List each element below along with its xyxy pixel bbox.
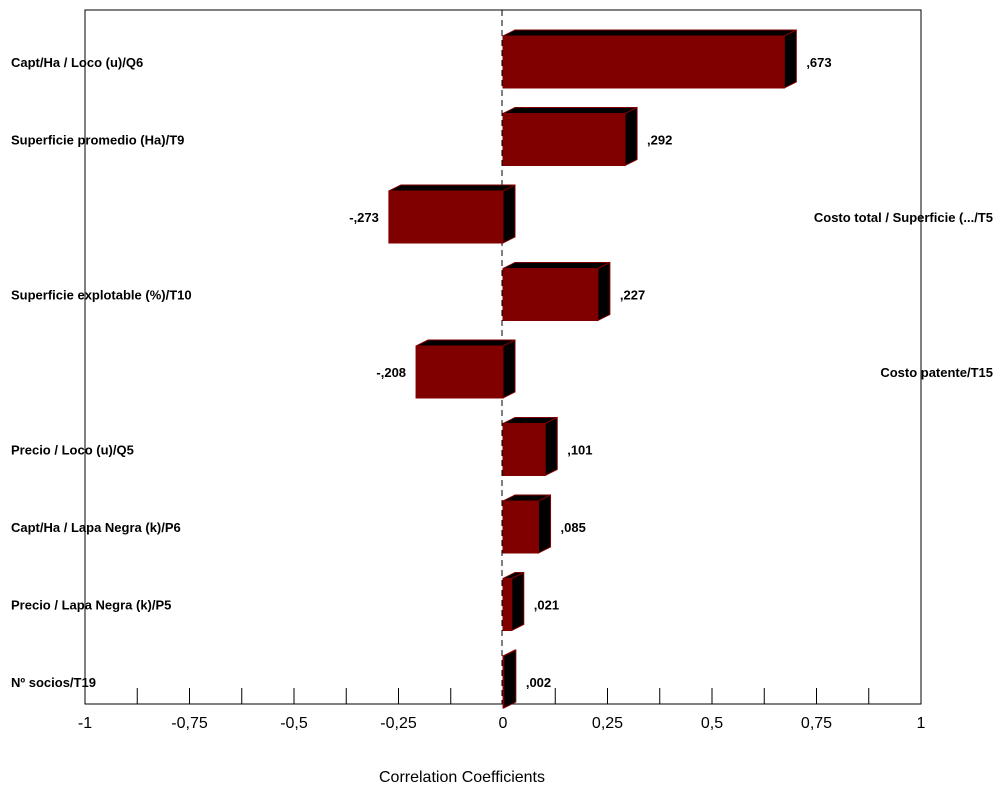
data-label: ,673 <box>806 55 831 70</box>
x-axis-ticks: -1 -0,75 -0,5 -0,25 0 0,25 0,5 0,75 1 <box>78 688 926 732</box>
bar <box>502 578 513 631</box>
category-label: Superficie explotable (%)/T10 <box>11 288 192 303</box>
bar-side-face <box>597 261 611 322</box>
bar-top-face <box>502 262 611 269</box>
bar-top-face <box>502 29 797 37</box>
category-label: Costo patente/T15 <box>880 365 993 380</box>
bar-top-face <box>388 184 516 192</box>
data-label: ,227 <box>620 288 645 303</box>
data-label: ,292 <box>647 133 672 148</box>
category-label: Capt/Ha / Lapa Negra (k)/P6 <box>11 520 181 535</box>
category-label: Capt/Ha / Loco (u)/Q6 <box>11 55 143 70</box>
x-tick-label: 0,25 <box>592 715 623 732</box>
bar <box>502 268 599 321</box>
category-label: Nº socios/T19 <box>11 675 96 690</box>
x-axis-title: Correlation Coefficients <box>379 769 545 786</box>
x-tick-label: -0,25 <box>380 715 417 732</box>
bars-group <box>388 29 797 709</box>
bar-side-face <box>544 416 558 477</box>
category-labels: Capt/Ha / Loco (u)/Q6 Superficie promedio… <box>11 55 993 690</box>
bar-side-face <box>783 29 797 89</box>
bar-side-face <box>538 494 552 554</box>
x-tick-label: -0,5 <box>280 715 308 732</box>
bar <box>502 500 540 554</box>
bar-top-face <box>415 339 516 347</box>
value-labels: ,673 ,292 -,273 ,227 -,208 ,101 ,085 ,021 ,002 <box>349 55 831 690</box>
data-label: ,085 <box>561 520 586 535</box>
x-tick-label: 1 <box>917 715 926 732</box>
data-label: -,208 <box>376 365 406 380</box>
category-label: Costo total / Superficie (.../T5 <box>814 210 993 225</box>
category-label: Precio / Lapa Negra (k)/P5 <box>11 598 171 613</box>
bar-top-face <box>502 107 638 114</box>
bar-side-face <box>502 184 516 244</box>
x-tick-label: 0 <box>499 715 508 732</box>
bar <box>502 113 626 166</box>
data-label: ,021 <box>534 598 559 613</box>
data-label: ,002 <box>526 675 551 690</box>
category-label: Superficie promedio (Ha)/T9 <box>11 133 184 148</box>
x-tick-label: -1 <box>78 715 92 732</box>
x-tick-label: 0,75 <box>801 715 832 732</box>
bar-side-face <box>511 571 525 632</box>
x-tick-label: 0,5 <box>701 715 723 732</box>
x-tick-label: -0,75 <box>171 715 208 732</box>
bar-side-face <box>503 649 517 709</box>
bar <box>502 423 546 476</box>
data-label: ,101 <box>567 443 592 458</box>
data-label: -,273 <box>349 210 379 225</box>
bar-side-face <box>502 339 516 399</box>
bar <box>502 35 785 89</box>
bar-side-face <box>624 106 638 167</box>
category-label: Precio / Loco (u)/Q5 <box>11 443 134 458</box>
bar <box>388 190 504 244</box>
bar <box>415 345 504 399</box>
